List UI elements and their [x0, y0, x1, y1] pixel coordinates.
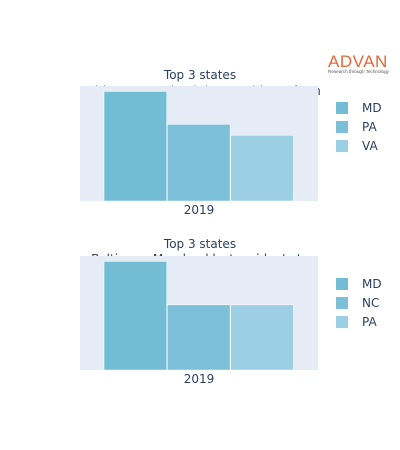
chart-1: Top 3 statesBaltimore Maryland drew resi… — [79, 68, 381, 217]
legend-label-pa: PA — [362, 120, 377, 134]
legend-swatch-pa — [336, 121, 348, 133]
legend-label-md: MD — [362, 101, 382, 115]
chart-title: Top 3 states — [163, 68, 236, 82]
x-tick-label: 2019 — [184, 372, 215, 386]
legend-swatch-pa — [336, 316, 348, 328]
bar-md — [103, 261, 167, 371]
chart-2: Top 3 statesBaltimore Maryland lost resi… — [80, 237, 382, 386]
x-tick-label: 2019 — [184, 203, 215, 217]
chart-title: Top 3 states — [163, 237, 236, 251]
bar-pa — [167, 124, 231, 202]
logo-tagline: Research through Technology — [328, 69, 389, 74]
bar-va — [230, 135, 294, 202]
legend-swatch-va — [336, 140, 348, 152]
logo-brand: ADVAN — [328, 52, 388, 71]
legend-label-md: MD — [362, 277, 382, 291]
legend-label-nc: NC — [362, 296, 379, 310]
bar-pa — [230, 304, 294, 371]
legend-label-pa: PA — [362, 315, 377, 329]
bar-nc — [167, 304, 231, 371]
legend-swatch-md — [336, 278, 348, 290]
advan-logo: ADVAN Research through Technology — [318, 52, 396, 76]
legend-swatch-nc — [336, 297, 348, 309]
legend-label-va: VA — [362, 139, 378, 153]
bar-md — [103, 91, 167, 202]
legend-swatch-md — [336, 102, 348, 114]
